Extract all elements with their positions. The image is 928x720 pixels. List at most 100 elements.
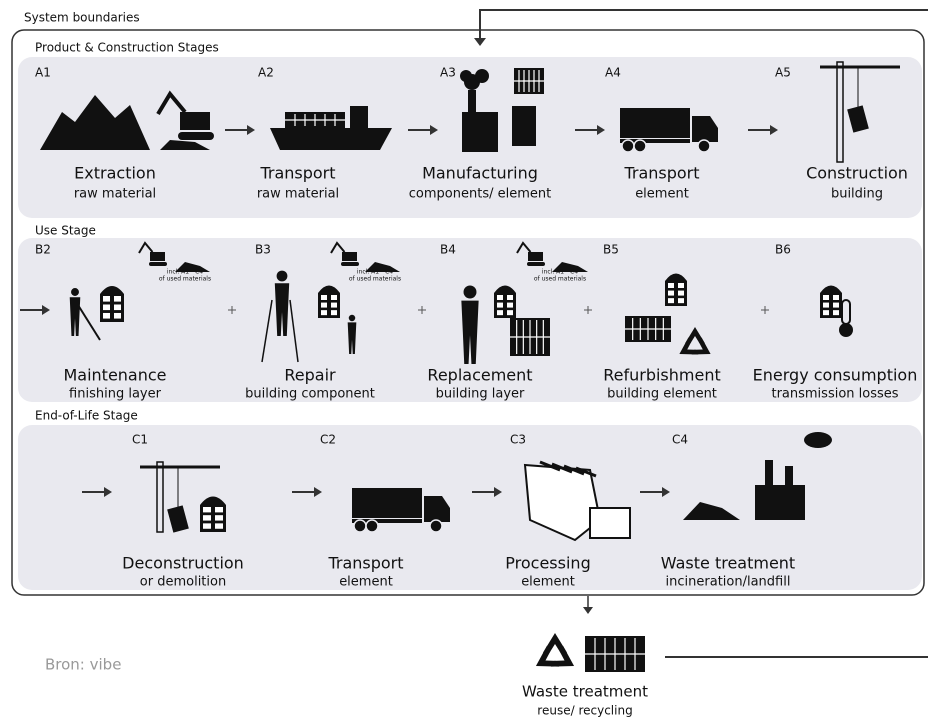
item-code: A1 <box>35 66 51 80</box>
item-code: B3 <box>255 243 271 257</box>
item-subtitle: building component <box>245 387 375 402</box>
factory-icon <box>462 112 498 152</box>
item-code: B2 <box>35 243 51 257</box>
window <box>103 304 110 310</box>
stage-label: End-of-Life Stage <box>35 409 138 423</box>
window <box>331 295 337 300</box>
smoke <box>804 432 832 448</box>
window <box>114 296 121 302</box>
smoke <box>460 70 472 82</box>
window <box>321 310 327 315</box>
item-title: Repair <box>284 366 336 385</box>
truck-icon <box>352 488 422 518</box>
excavator-icon <box>341 262 359 266</box>
window <box>833 303 839 308</box>
source: Bron: vibe <box>45 656 121 674</box>
stage-label: Use Stage <box>35 224 96 238</box>
item-title: Transport <box>623 164 699 183</box>
ship-icon <box>270 128 392 150</box>
factory-icon <box>468 90 476 112</box>
item-subtitle: finishing layer <box>69 387 162 402</box>
item-code: C3 <box>510 433 526 447</box>
wheel <box>698 140 710 152</box>
item-note: of used materials <box>349 276 401 283</box>
wheel <box>354 520 366 532</box>
item-title: Processing <box>505 554 590 573</box>
item-title: Replacement <box>427 366 532 385</box>
item-subtitle: transmission losses <box>771 387 898 402</box>
item-code: B4 <box>440 243 456 257</box>
excavator-icon <box>149 262 167 266</box>
output-subtitle: reuse/ recycling <box>537 704 632 718</box>
window <box>114 304 121 310</box>
window <box>497 295 503 300</box>
wheel <box>430 520 442 532</box>
excavator-icon <box>180 112 210 130</box>
window <box>678 291 684 296</box>
excavator-icon <box>150 252 165 261</box>
person-icon <box>277 271 288 282</box>
window <box>321 295 327 300</box>
item-code: C2 <box>320 433 336 447</box>
panel-icon <box>512 106 536 146</box>
window <box>507 295 513 300</box>
item-title: Refurbishment <box>603 366 721 385</box>
window <box>823 310 829 315</box>
item-subtitle: raw material <box>257 187 339 202</box>
window <box>507 303 513 308</box>
item-code: C1 <box>132 433 148 447</box>
excavator-icon <box>528 252 543 261</box>
item-subtitle: raw material <box>74 187 156 202</box>
window <box>103 296 110 302</box>
window <box>668 298 674 303</box>
item-title: Maintenance <box>63 366 166 385</box>
item-subtitle: components/ element <box>409 187 551 202</box>
item-title: Manufacturing <box>422 164 538 183</box>
output-title: Waste treatment <box>522 683 648 701</box>
window <box>215 523 223 528</box>
item-subtitle: incineration/landfill <box>666 575 791 590</box>
factory-icon <box>765 460 773 485</box>
diagram-title: System boundaries <box>24 11 140 25</box>
feedback-line <box>480 10 928 42</box>
item-note: of used materials <box>534 276 586 283</box>
window <box>203 523 211 528</box>
wheel <box>366 520 378 532</box>
window <box>215 507 223 512</box>
window <box>497 303 503 308</box>
window <box>203 507 211 512</box>
window <box>331 310 337 315</box>
arrow-head <box>474 38 486 46</box>
item-subtitle: building <box>831 187 883 202</box>
excavator-icon <box>178 132 214 140</box>
person-icon <box>349 315 355 321</box>
person-icon <box>71 288 79 296</box>
window <box>215 515 223 520</box>
item-title: Waste treatment <box>661 554 795 573</box>
window <box>114 313 121 319</box>
ship-icon <box>350 106 368 128</box>
item-title: Transport <box>327 554 403 573</box>
item-note: of used materials <box>159 276 211 283</box>
processing-icon <box>590 508 630 538</box>
item-note: incl. A1 - C4 <box>542 269 578 276</box>
item-subtitle: building element <box>607 387 717 402</box>
item-title: Transport <box>259 164 335 183</box>
wheel <box>622 140 634 152</box>
excavator-icon <box>342 252 357 261</box>
window <box>497 310 503 315</box>
item-code: A3 <box>440 66 456 80</box>
wheel <box>634 140 646 152</box>
item-code: A2 <box>258 66 274 80</box>
diagram: System boundaries Bron: vibe Waste treat… <box>0 0 928 720</box>
item-title: Extraction <box>74 164 156 183</box>
stage-label: Product & Construction Stages <box>35 41 219 55</box>
window <box>678 283 684 288</box>
item-code: B5 <box>603 243 619 257</box>
window <box>823 295 829 300</box>
factory-icon <box>785 466 793 485</box>
window <box>668 291 674 296</box>
smoke <box>475 69 489 83</box>
window <box>668 283 674 288</box>
window <box>331 303 337 308</box>
